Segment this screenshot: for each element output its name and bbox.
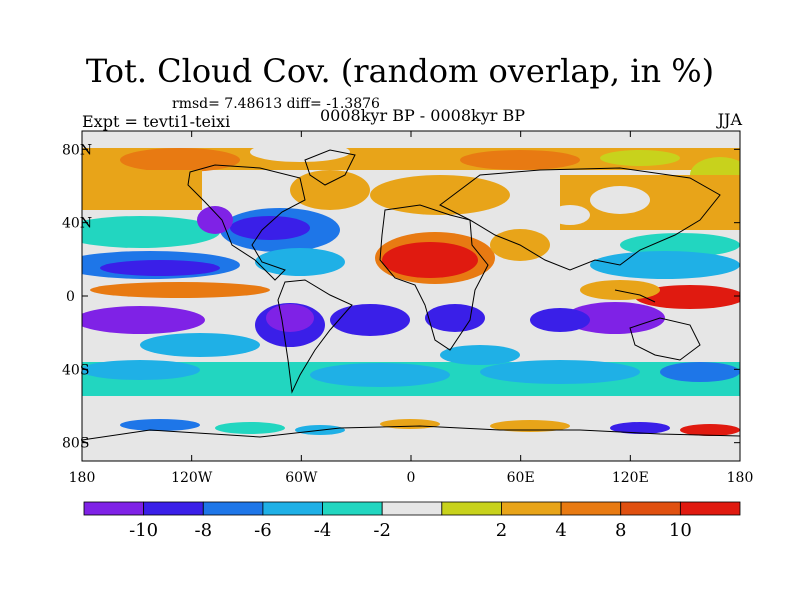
colorbar-label: 10 <box>669 520 692 541</box>
colorbar-label: 4 <box>555 520 566 541</box>
colorbar-label: 2 <box>496 520 507 541</box>
latitude-ticks: 80N 40N 0 40S 80S <box>62 142 740 452</box>
colorbar-swatch <box>679 501 741 516</box>
lat-tick-label: 40N <box>62 216 92 232</box>
rmsd-diff-stats: rmsd= 7.48613 diff= -1.3876 <box>172 96 380 112</box>
lat-tick-label: 40S <box>62 362 89 378</box>
longitude-ticks: 180 120W 60W 0 60E 120E 180 <box>69 131 754 486</box>
colorbar-label: -4 <box>314 520 332 541</box>
colorbar-swatch <box>501 501 562 516</box>
colorbar-swatch <box>83 501 145 516</box>
colorbar-label: -10 <box>129 520 158 541</box>
season-label: JJA <box>717 110 742 129</box>
lon-tick-label: 120W <box>171 470 213 486</box>
lon-tick-label: 180 <box>69 470 96 486</box>
lon-tick-label: 60E <box>507 470 535 486</box>
comparison-label: 0008kyr BP - 0008kyr BP <box>320 106 525 125</box>
colorbar-label: -2 <box>373 520 391 541</box>
lat-tick-label: 0 <box>66 289 75 305</box>
colorbar-label: -6 <box>254 520 272 541</box>
colorbar-swatch <box>620 501 681 516</box>
lon-tick-label: 120E <box>612 470 649 486</box>
lon-tick-label: 180 <box>727 470 754 486</box>
colorbar-swatch <box>262 501 323 516</box>
colorbar-label: 8 <box>615 520 626 541</box>
colorbar-swatch <box>143 501 204 516</box>
colorbar-swatch <box>441 501 502 516</box>
colorbar-swatch <box>560 501 622 516</box>
lon-tick-label: 0 <box>407 470 416 486</box>
lon-tick-label: 60W <box>285 470 318 486</box>
colorbar-swatch <box>202 501 264 516</box>
map-field <box>82 131 740 461</box>
colorbar-swatch <box>381 501 443 516</box>
lat-tick-label: 80N <box>62 142 92 158</box>
lat-tick-label: 80S <box>62 436 89 452</box>
plot-title: Tot. Cloud Cov. (random overlap, in %) <box>85 52 715 90</box>
colorbar-label: -8 <box>194 520 212 541</box>
colorbar: -10 -8 -6 -4 -2 2 4 8 10 <box>83 501 741 541</box>
colorbar-swatch <box>322 501 383 516</box>
experiment-label: Expt = tevti1-teixi <box>82 112 231 131</box>
